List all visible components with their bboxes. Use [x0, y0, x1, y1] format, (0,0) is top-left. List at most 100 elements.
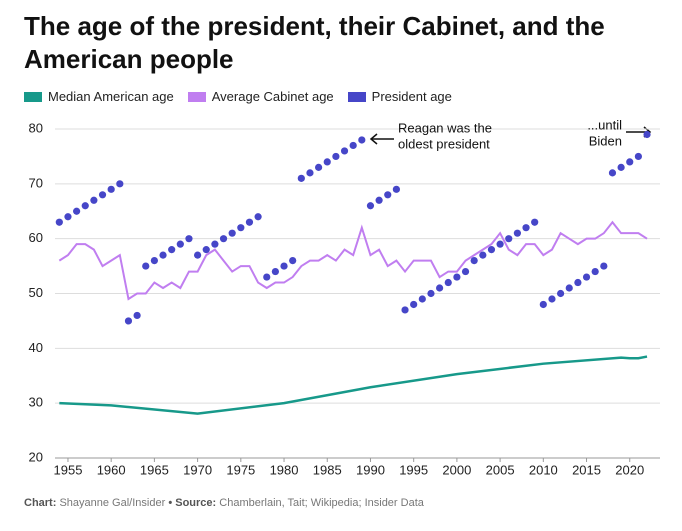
- president-dot: [384, 191, 392, 199]
- president-dot: [634, 152, 642, 161]
- x-tick-label: 1965: [140, 462, 169, 477]
- president-dot: [496, 240, 504, 248]
- president-dot: [107, 185, 115, 193]
- legend-label: Median American age: [48, 89, 174, 104]
- president-dot: [98, 191, 107, 199]
- president-dot: [254, 213, 262, 221]
- president-dot: [142, 262, 150, 270]
- president-dot: [90, 196, 98, 204]
- president-dot: [228, 229, 236, 237]
- president-dot: [280, 262, 288, 270]
- president-dot: [617, 163, 625, 171]
- president-dot: [401, 306, 409, 314]
- x-tick-label: 2000: [442, 462, 471, 477]
- annotation: oldest president: [398, 136, 490, 151]
- chart-title: The age of the president, their Cabinet,…: [24, 11, 605, 74]
- footer-text: Shayanne Gal/Insider: [59, 497, 166, 509]
- president-dot: [531, 218, 539, 226]
- president-dot: [427, 289, 435, 298]
- y-tick-label: 50: [29, 285, 43, 300]
- footer-text: Chamberlain, Tait; Wikipedia; Insider Da…: [219, 497, 424, 509]
- president-dot: [116, 180, 124, 188]
- president-dot: [582, 273, 591, 281]
- president-dot: [557, 289, 565, 298]
- footer-separator: •: [168, 497, 173, 509]
- annotation: Biden: [589, 133, 622, 148]
- legend-label: Average Cabinet age: [211, 89, 334, 104]
- y-tick-label: 30: [29, 395, 43, 410]
- president-dot: [358, 136, 366, 144]
- y-tick-label: 40: [29, 340, 43, 355]
- legend-item: Median American age: [24, 89, 174, 104]
- x-tick-label: 1990: [356, 462, 385, 477]
- president-dot: [211, 240, 219, 248]
- president-dot: [392, 185, 400, 193]
- president-dot: [263, 273, 271, 281]
- president-dot: [453, 273, 461, 281]
- x-tick-label: 1995: [399, 462, 428, 477]
- president-dot: [81, 202, 89, 210]
- president-dot: [626, 158, 634, 166]
- president-dot: [505, 235, 513, 243]
- x-tick-label: 1975: [226, 462, 255, 477]
- president-dot: [410, 300, 418, 309]
- president-dot: [323, 158, 331, 166]
- y-tick-label: 60: [29, 230, 43, 245]
- president-dot: [202, 246, 210, 254]
- president-dot: [150, 257, 158, 265]
- president-dot: [185, 235, 193, 243]
- president-dot: [168, 246, 176, 254]
- president-dot: [608, 169, 617, 177]
- president-dot: [539, 300, 547, 309]
- president-dot: [548, 295, 556, 303]
- president-dot: [522, 224, 530, 232]
- president-dot: [194, 251, 202, 259]
- x-tick-label: 1985: [313, 462, 342, 477]
- president-dot: [159, 251, 167, 259]
- president-dot: [340, 147, 349, 155]
- president-dot: [470, 257, 478, 265]
- president-dot: [73, 207, 81, 215]
- president-dot: [176, 240, 184, 248]
- president-dot: [600, 262, 608, 270]
- president-dot: [245, 218, 254, 226]
- footer-label: Source:: [175, 497, 217, 509]
- legend-item: Average Cabinet age: [187, 89, 334, 104]
- president-dot: [574, 278, 582, 287]
- legend-swatch: [347, 91, 366, 102]
- series-line: [58, 220, 648, 301]
- president-dot: [306, 169, 314, 177]
- president-dot: [64, 213, 72, 221]
- legend-swatch: [187, 91, 206, 102]
- president-dot: [297, 174, 305, 182]
- y-tick-label: 70: [29, 175, 43, 190]
- president-dot: [444, 278, 452, 287]
- president-dot: [349, 141, 357, 150]
- legend-label: President age: [371, 89, 452, 104]
- legend-swatch: [24, 91, 42, 102]
- x-tick-label: 1960: [97, 462, 126, 477]
- x-tick-label: 2005: [486, 462, 515, 477]
- annotation-arrow-head: [369, 133, 378, 145]
- x-tick-label: 1970: [183, 462, 212, 477]
- president-dot: [133, 311, 141, 320]
- legend-item: President age: [347, 89, 452, 104]
- y-tick-label: 20: [29, 449, 43, 464]
- president-dot: [643, 130, 651, 139]
- president-dot: [436, 284, 444, 292]
- president-dot: [366, 202, 375, 210]
- president-dot: [315, 163, 323, 171]
- president-dot: [565, 284, 573, 292]
- president-dot: [55, 218, 63, 226]
- president-dot: [479, 251, 487, 259]
- president-dot: [591, 267, 599, 276]
- president-dot: [124, 317, 133, 325]
- series-line: [59, 355, 648, 415]
- president-dot: [487, 246, 496, 254]
- y-tick-label: 80: [29, 120, 43, 135]
- president-dot: [289, 257, 297, 265]
- footer: Chart: Shayanne Gal/Insider • Source: Ch…: [24, 497, 424, 509]
- annotation: Reagan was the: [398, 120, 492, 135]
